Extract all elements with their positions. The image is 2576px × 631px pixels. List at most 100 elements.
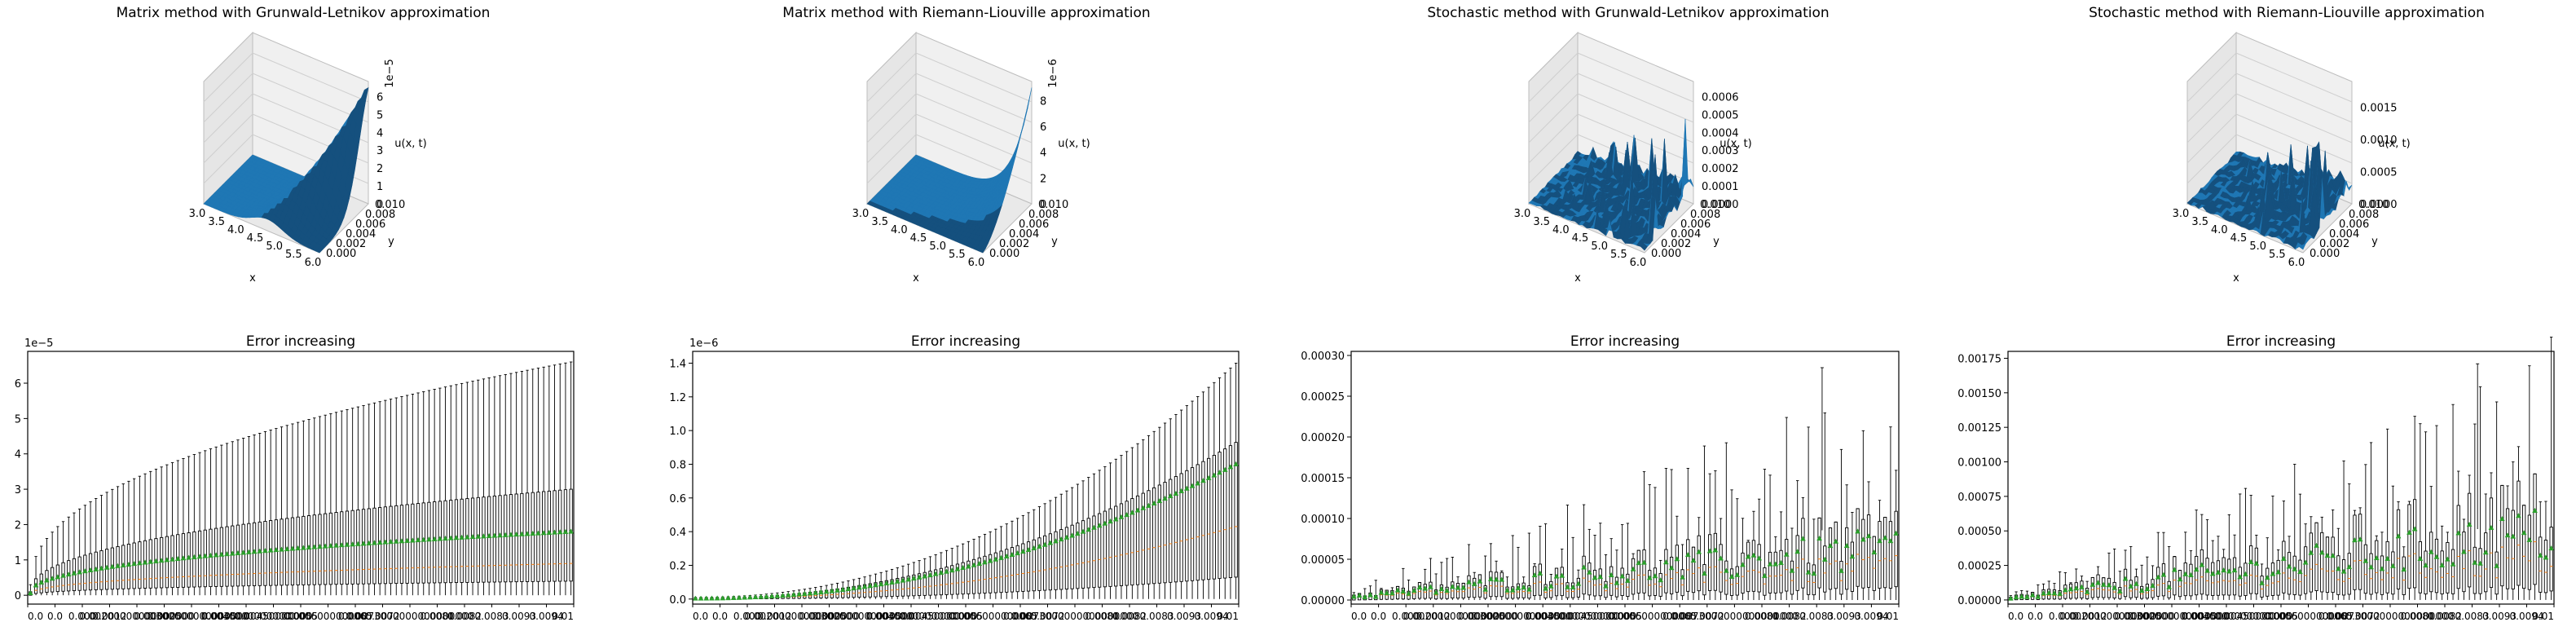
mean-marker [1860, 536, 1866, 542]
mean-marker [1728, 573, 1735, 579]
box-iqr [399, 505, 404, 584]
box-element [148, 470, 154, 596]
box-element [1156, 426, 1163, 599]
box-element [354, 406, 361, 596]
box-iqr [312, 514, 316, 585]
box-iqr [269, 520, 273, 586]
box-iqr [340, 511, 344, 585]
mean-marker [2248, 558, 2254, 564]
mean-marker [2089, 581, 2096, 587]
mean-marker [109, 563, 116, 569]
axes-frame [692, 351, 1240, 605]
x-tick-label: 4.5 [247, 232, 264, 245]
mean-marker [1112, 516, 1119, 522]
box-element [2221, 549, 2227, 600]
mean-marker [317, 543, 323, 549]
box-element [1091, 473, 1097, 599]
mean-marker [1389, 590, 1395, 596]
y-tick-label: 0.006 [355, 218, 385, 231]
box-element [1118, 455, 1125, 599]
box-element [1471, 571, 1477, 600]
box-iqr [241, 523, 245, 587]
grid-line [1528, 134, 1579, 184]
mean-marker [1074, 530, 1081, 536]
box-iqr [361, 509, 366, 585]
box-element [333, 412, 339, 596]
mean-marker [1416, 584, 1423, 590]
mean-marker [1680, 574, 1685, 580]
box-element [1195, 396, 1201, 599]
box-element [568, 361, 575, 596]
box-iqr [411, 503, 415, 584]
mean-marker [508, 532, 514, 537]
mean-marker [273, 546, 280, 553]
mean-marker [720, 595, 726, 601]
grid-line [2235, 52, 2353, 103]
mean-marker [1603, 583, 1609, 589]
box-element [1624, 523, 1631, 600]
mean-marker [818, 589, 824, 594]
x-axis-label: x [2233, 272, 2239, 285]
box-iqr [2270, 563, 2275, 596]
box-element [2144, 556, 2151, 600]
mean-marker [2264, 574, 2270, 580]
box-iqr [2161, 563, 2166, 597]
mean-marker [987, 558, 993, 563]
box-element [1893, 470, 1900, 600]
box-iqr [1560, 567, 1564, 597]
box-iqr [416, 503, 421, 584]
x-tick-label: 0.0072 [1031, 611, 1065, 622]
mean-marker [1597, 573, 1604, 580]
box-element [1838, 448, 1844, 600]
x-tick-label: 4.0 [891, 224, 908, 236]
box-element [922, 558, 928, 599]
mean-marker [1227, 464, 1234, 470]
mean-marker [1706, 548, 1713, 554]
box-element [1233, 363, 1240, 599]
box-iqr [1626, 573, 1630, 598]
box-element [764, 593, 769, 599]
grid-line [1577, 52, 1694, 103]
box-element [2253, 534, 2260, 600]
box-element [916, 560, 923, 599]
box-element [1107, 462, 1113, 599]
mean-marker [2270, 571, 2276, 576]
mean-marker [388, 538, 394, 545]
box-element [2204, 519, 2210, 600]
box-element [1718, 518, 1724, 600]
y-tick-label: 0 [15, 590, 21, 602]
mean-marker [856, 585, 862, 590]
box-element [1843, 484, 1850, 600]
box-element [202, 450, 209, 596]
box-element [998, 526, 1004, 599]
x-tick-label: 0.0073000000000000000 [1011, 611, 1139, 622]
mean-marker [2280, 555, 2287, 561]
box-element [404, 395, 411, 596]
mean-marker [1652, 573, 1658, 579]
mean-marker [1356, 592, 1363, 598]
mean-marker [971, 562, 977, 567]
x-tick-label: 4.0 [227, 224, 244, 236]
x-tick-label: 3.0 [1514, 208, 1531, 220]
box-element [944, 549, 949, 599]
box-element [774, 592, 781, 599]
box-element [99, 495, 104, 596]
box-iqr [2232, 557, 2237, 596]
box-iqr [487, 496, 491, 583]
x-tick-label: 0.00600000000 [289, 611, 367, 622]
box-element [938, 552, 945, 599]
mean-marker [823, 589, 830, 594]
box-element [540, 366, 547, 596]
box-element [546, 365, 553, 596]
y-offset-label: 1e−5 [24, 338, 53, 350]
box-element [2231, 534, 2238, 600]
box-element [158, 466, 165, 596]
x-tick-label: 0.0055 [1608, 611, 1642, 622]
box-iqr [1609, 566, 1614, 596]
box-element [1619, 524, 1626, 600]
mean-marker [2041, 590, 2046, 596]
box-element [1183, 405, 1190, 599]
y-tick-label: 0.00030 [1301, 351, 1345, 363]
chart-title: Error increasing [1570, 333, 1680, 350]
